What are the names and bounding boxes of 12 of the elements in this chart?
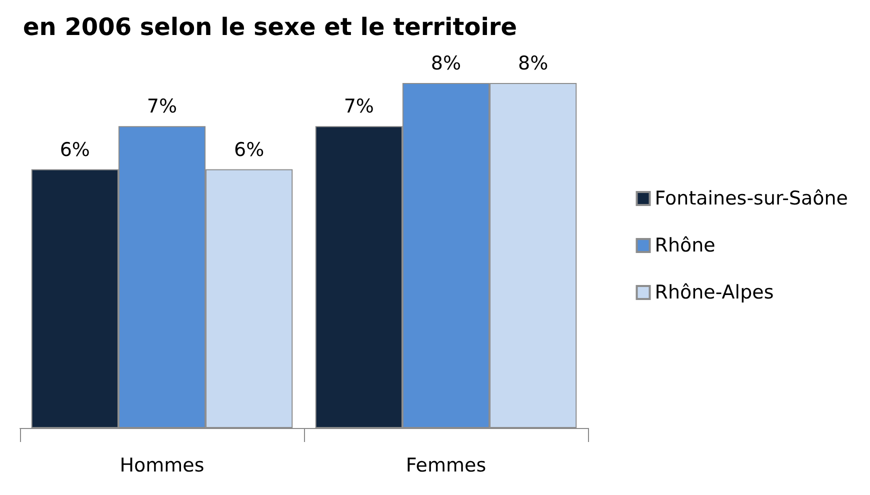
chart-title: en 2006 selon le sexe et le territoire [23,13,518,41]
legend-label: Rhône-Alpes [654,282,774,304]
legend-label: Fontaines-sur-Saône [654,188,848,210]
data-label: 7% [146,96,178,118]
data-label: 6% [60,138,90,161]
x-tick-label: Hommes [120,454,204,476]
data-label: 7% [344,96,374,118]
data-label: 6% [234,138,264,161]
legend-label: Rhône [654,234,716,256]
data-label: 8% [518,52,548,74]
x-tick-label: Femmes [406,454,486,476]
data-label: 8% [430,52,462,74]
